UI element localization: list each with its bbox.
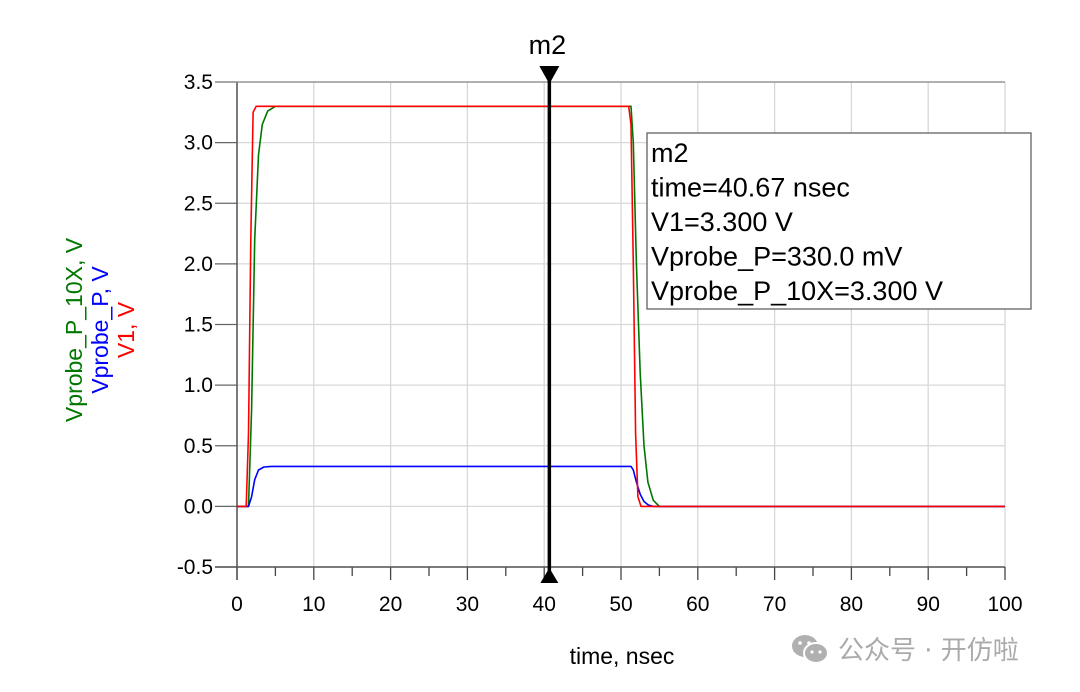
marker-readout-line: m2: [651, 138, 689, 168]
x-tick-label: 100: [987, 593, 1022, 616]
y-tick-labels: 3.5 3.0 2.5 2.0 1.5 1.0 0.5 0.0 -0.5: [177, 71, 213, 579]
x-axis-label: time, nsec: [570, 643, 675, 669]
y-tick-label: 2.5: [184, 192, 213, 215]
y-axis-label-vprobe-p-10x: Vprobe_P_10X, V: [61, 237, 87, 422]
marker-top-triangle-icon[interactable]: [539, 66, 560, 84]
series: [237, 105, 1005, 508]
y-tick-label: 1.0: [184, 374, 213, 397]
marker-readout-box: [646, 132, 1032, 310]
x-tick-label: 70: [763, 593, 786, 616]
marker-readout-line: V1=3.300 V: [651, 207, 793, 237]
series-line-v1: [237, 105, 1005, 508]
marker-bottom-triangle-icon[interactable]: [540, 568, 559, 583]
marker-label: m2: [529, 30, 567, 60]
marker-m2[interactable]: m2 m2 time=40.67 nsec V1=3.300 V Vprobe_P=33…: [529, 30, 1032, 583]
x-tick-label: 90: [917, 593, 940, 616]
x-tick-label: 50: [609, 593, 632, 616]
y-tick-label: -0.5: [177, 556, 213, 579]
axes: [215, 81, 1006, 580]
x-tick-label: 0: [231, 593, 243, 616]
x-tick-label: 60: [686, 593, 709, 616]
marker-readout-line: Vprobe_P=330.0 mV: [651, 242, 902, 272]
y-tick-label: 0.5: [184, 435, 213, 458]
x-tick-label: 30: [456, 593, 479, 616]
marker-readout-line: Vprobe_P_10X=3.300 V: [651, 276, 943, 306]
y-tick-label: 2.0: [184, 253, 213, 276]
y-tick-label: 0.0: [184, 495, 213, 518]
watermark: 公众号 · 开仿啦: [790, 630, 1019, 667]
marker-readout-line: time=40.67 nsec: [651, 173, 850, 203]
y-tick-label: 3.5: [184, 71, 213, 94]
y-tick-label: 3.0: [184, 132, 213, 155]
x-tick-label: 10: [302, 593, 325, 616]
y-axis-label-v1: V1, V: [113, 301, 139, 358]
watermark-text: 公众号 · 开仿啦: [838, 636, 1019, 666]
x-tick-label: 80: [840, 593, 863, 616]
series-line-vprobe-p-10x: [237, 105, 1005, 508]
x-tick-labels: 0 10 20 30 40 50 60 70 80 90 100: [231, 593, 1022, 616]
y-tick-label: 1.5: [184, 314, 213, 337]
series-line-vprobe-p: [237, 465, 1005, 508]
y-axis-label-vprobe-p: Vprobe_P, V: [87, 266, 113, 394]
x-tick-label: 40: [533, 593, 556, 616]
wechat-icon: [792, 634, 829, 664]
x-tick-label: 20: [379, 593, 402, 616]
